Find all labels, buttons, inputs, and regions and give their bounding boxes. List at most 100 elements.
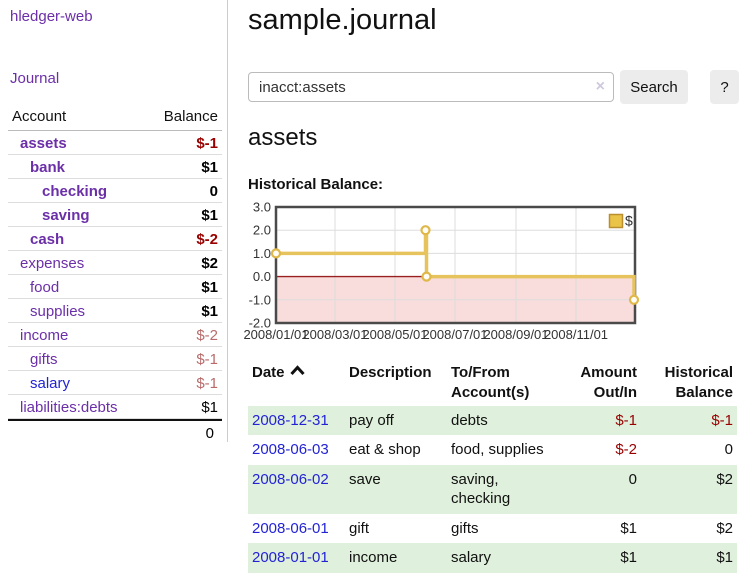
- register-table: Date Description To/From Account(s) Amou…: [248, 361, 737, 573]
- register-header-row: Date Description To/From Account(s) Amou…: [248, 361, 737, 406]
- transaction-balance: $2: [716, 519, 733, 537]
- date-column-header[interactable]: Date: [248, 361, 345, 406]
- transaction-amount: 0: [628, 470, 637, 488]
- clear-search-icon[interactable]: ×: [595, 78, 605, 95]
- sidebar: hledger-web Journal Account Balance asse…: [0, 0, 228, 442]
- register-row[interactable]: 2008-06-02 save saving, checking 0 $2: [248, 464, 737, 514]
- transaction-description: pay off: [349, 411, 394, 429]
- account-row: expenses $2: [8, 251, 222, 275]
- svg-text:2008/03/01: 2008/03/01: [302, 327, 367, 342]
- account-link-liabilities-debts[interactable]: liabilities:debts: [20, 399, 118, 416]
- transaction-amount: $-2: [615, 441, 637, 458]
- transaction-accounts: food, supplies: [451, 441, 544, 458]
- account-link-saving[interactable]: saving: [42, 207, 90, 224]
- account-balance: $2: [201, 255, 218, 272]
- sidebar-item-journal[interactable]: Journal: [10, 70, 60, 87]
- legend-label: $: [625, 213, 633, 229]
- transaction-accounts: saving, checking: [451, 470, 511, 508]
- transaction-date-link[interactable]: 2008-06-03: [252, 441, 329, 458]
- amount-column-header[interactable]: Amount Out/In: [580, 364, 637, 402]
- transaction-description: income: [349, 549, 398, 566]
- account-link-assets[interactable]: assets: [20, 135, 67, 152]
- account-balance: 0: [209, 183, 218, 200]
- transaction-date-link[interactable]: 2008-06-01: [252, 519, 329, 537]
- accounts-table-header: Account Balance: [8, 105, 222, 131]
- account-link-supplies[interactable]: supplies: [30, 303, 86, 320]
- account-link-cash[interactable]: cash: [30, 231, 65, 248]
- register-row[interactable]: 2008-01-01 income salary $1 $1: [248, 543, 737, 573]
- account-row: food $1: [8, 275, 222, 299]
- transaction-amount: $1: [620, 519, 637, 537]
- chart-legend: $: [608, 213, 633, 229]
- help-button[interactable]: ?: [710, 70, 739, 104]
- account-column-header: Account: [12, 108, 67, 125]
- chart-heading: Historical Balance:: [248, 176, 384, 193]
- balance-column-header[interactable]: Historical Balance: [664, 364, 733, 402]
- account-balance: $1: [201, 207, 218, 224]
- svg-text:-1.0: -1.0: [249, 292, 271, 307]
- account-row: cash $-2: [8, 227, 222, 251]
- account-balance: $1: [201, 399, 218, 416]
- account-link-salary[interactable]: salary: [30, 375, 71, 392]
- description-column-header[interactable]: Description: [349, 364, 432, 381]
- transaction-description: eat & shop: [349, 441, 421, 458]
- account-heading: assets: [248, 124, 318, 151]
- transaction-date-link[interactable]: 2008-01-01: [252, 549, 329, 566]
- register-row[interactable]: 2008-06-03 eat & shop food, supplies $-2…: [248, 435, 737, 465]
- account-balance: $-1: [196, 351, 218, 368]
- account-balance: $-1: [196, 135, 218, 152]
- chart-x-axis-labels: 2008/01/01 2008/03/01 2008/05/01 2008/07…: [243, 327, 608, 342]
- app-title-link[interactable]: hledger-web: [10, 8, 93, 25]
- transaction-date-link[interactable]: 2008-12-31: [252, 411, 329, 429]
- transaction-accounts: debts: [451, 411, 488, 429]
- account-row: assets $-1: [8, 131, 222, 155]
- account-balance: $1: [201, 279, 218, 296]
- account-link-income[interactable]: income: [20, 327, 69, 344]
- account-link-bank[interactable]: bank: [30, 159, 66, 176]
- account-link-food[interactable]: food: [30, 279, 60, 296]
- svg-text:2008/05/01: 2008/05/01: [362, 327, 427, 342]
- register-row[interactable]: 2008-12-31 pay off debts $-1 $-1: [248, 405, 737, 435]
- transaction-balance: $1: [716, 549, 733, 566]
- accounts-table: Account Balance assets $-1 bank $1 check…: [8, 105, 222, 443]
- svg-text:1.0: 1.0: [253, 246, 271, 261]
- account-balance: $1: [201, 159, 218, 176]
- chart-plot-border: [274, 205, 637, 325]
- transaction-date-link[interactable]: 2008-06-02: [252, 470, 329, 488]
- svg-text:-2.0: -2.0: [249, 316, 271, 331]
- account-row: salary $-1: [8, 371, 222, 395]
- account-row: bank $1: [8, 155, 222, 179]
- transaction-balance: $2: [716, 470, 733, 488]
- search-input-wrap: ×: [248, 72, 614, 102]
- account-link-expenses[interactable]: expenses: [20, 255, 85, 272]
- account-balance: $-1: [196, 375, 218, 392]
- historical-balance-chart: $ 3.0 2.0 1.0 0.0 -1.0 -2.0 2008/01/01 2…: [243, 200, 640, 342]
- account-row: gifts $-1: [8, 347, 222, 371]
- search-input[interactable]: [248, 72, 614, 102]
- account-link-checking[interactable]: checking: [42, 183, 108, 200]
- transaction-accounts: gifts: [451, 519, 479, 537]
- transaction-description: gift: [349, 519, 370, 537]
- account-balance: $-2: [196, 327, 218, 344]
- account-row: supplies $1: [8, 299, 222, 323]
- sort-ascending-icon: [289, 365, 305, 376]
- search-form: × Search ?: [248, 70, 742, 104]
- accounts-column-header[interactable]: To/From Account(s): [451, 364, 530, 402]
- account-link-gifts[interactable]: gifts: [30, 351, 58, 368]
- accounts-total-value: 0: [205, 425, 214, 442]
- account-row: checking 0: [8, 179, 222, 203]
- legend-swatch-icon: [608, 213, 624, 229]
- transaction-description: save: [349, 470, 381, 488]
- chart-y-axis-labels: 3.0 2.0 1.0 0.0 -1.0 -2.0: [249, 200, 271, 331]
- account-row: income $-2: [8, 323, 222, 347]
- transaction-balance: $-1: [711, 411, 733, 429]
- chart-point-markers[interactable]: [270, 225, 640, 305]
- account-balance: $-2: [196, 231, 218, 248]
- transaction-accounts: salary: [451, 549, 492, 566]
- svg-text:2.0: 2.0: [253, 223, 271, 238]
- register-row[interactable]: 2008-06-01 gift gifts $1 $2: [248, 514, 737, 544]
- svg-text:3.0: 3.0: [253, 200, 271, 215]
- search-button[interactable]: Search: [620, 70, 688, 104]
- transaction-amount: $1: [620, 549, 637, 566]
